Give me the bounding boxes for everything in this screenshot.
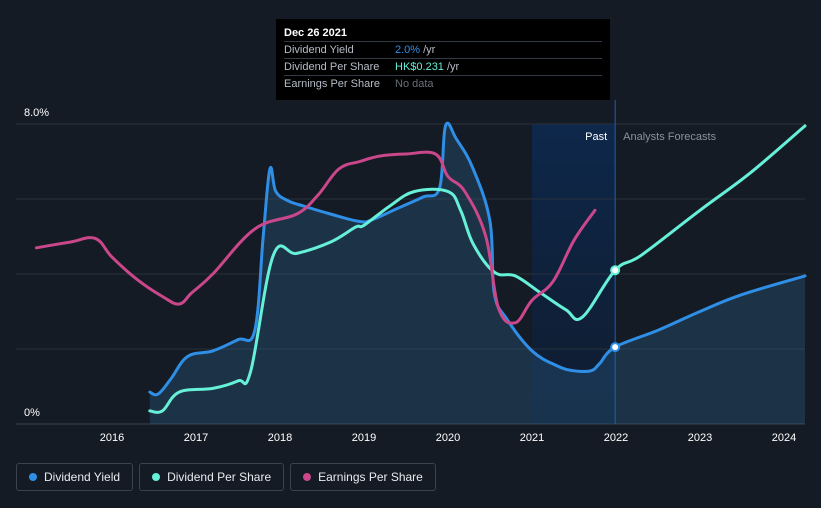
- x-tick-label: 2022: [604, 432, 628, 444]
- forecast-label: Analysts Forecasts: [623, 131, 716, 143]
- y-tick-label: 0%: [24, 407, 40, 419]
- x-tick-label: 2020: [436, 432, 460, 444]
- tooltip-row-name: Dividend Yield: [284, 44, 354, 56]
- tooltip-row-value: HK$0.231: [395, 61, 444, 73]
- legend-item-dividend-per-share[interactable]: Dividend Per Share: [139, 463, 285, 491]
- x-tick-label: 2024: [772, 432, 796, 444]
- dividend-per-share-dot-icon: [152, 473, 161, 481]
- x-tick-label: 2023: [688, 432, 712, 444]
- legend-label: Dividend Yield: [44, 470, 121, 484]
- legend-item-earnings-per-share[interactable]: Earnings Per Share: [290, 463, 436, 491]
- legend-item-dividend-yield[interactable]: Dividend Yield: [16, 463, 134, 491]
- earnings-per-share-dot-icon: [303, 473, 312, 481]
- x-tick-label: 2017: [184, 432, 208, 444]
- earnings-per-share-line: [34, 150, 597, 325]
- dividend-yield-dot-icon: [29, 473, 37, 481]
- dividend-yield-area: [149, 123, 806, 425]
- x-axis-ticks: 2016 2017 2018 2019 2020 2021 2022 2023 2024: [100, 432, 796, 444]
- tooltip-row-value: No data: [395, 78, 434, 90]
- dividend-per-share-highlight-point: [610, 265, 621, 276]
- tooltip-date: Dec 26 2021: [284, 27, 347, 39]
- tooltip-row-earnings-per-share: Earnings Per Share No data: [284, 75, 602, 92]
- dividend-yield-highlight-point: [610, 342, 621, 353]
- hover-tooltip: Dec 26 2021 Dividend Yield 2.0% /yr Divi…: [276, 19, 610, 100]
- series-areas: [149, 123, 806, 425]
- x-tick-label: 2019: [352, 432, 376, 444]
- x-tick-label: 2018: [268, 432, 292, 444]
- legend-label: Earnings Per Share: [318, 470, 423, 484]
- y-axis-ticks: 8.0% 0%: [24, 107, 49, 419]
- highlight-points: [610, 265, 621, 353]
- grid-lines: [16, 123, 805, 425]
- tooltip-row-unit: /yr: [423, 44, 436, 56]
- dividend-yield-line: [148, 121, 807, 397]
- y-tick-label: 8.0%: [24, 107, 49, 119]
- x-tick-label: 2021: [520, 432, 544, 444]
- tooltip-row-unit: /yr: [446, 61, 460, 73]
- tooltip-row-name: Dividend Per Share: [284, 61, 380, 73]
- past-label: Past: [585, 131, 607, 143]
- x-tick-label: 2016: [100, 432, 124, 444]
- tooltip-row-dividend-yield: Dividend Yield 2.0% /yr: [284, 41, 602, 58]
- legend-label: Dividend Per Share: [167, 470, 272, 484]
- chart-legend: Dividend Yield Dividend Per Share Earnin…: [16, 463, 436, 491]
- tooltip-row-name: Earnings Per Share: [284, 78, 380, 90]
- tooltip-row-value: 2.0%: [395, 44, 421, 56]
- tooltip-row-dividend-per-share: Dividend Per Share HK$0.231 /yr: [284, 58, 602, 75]
